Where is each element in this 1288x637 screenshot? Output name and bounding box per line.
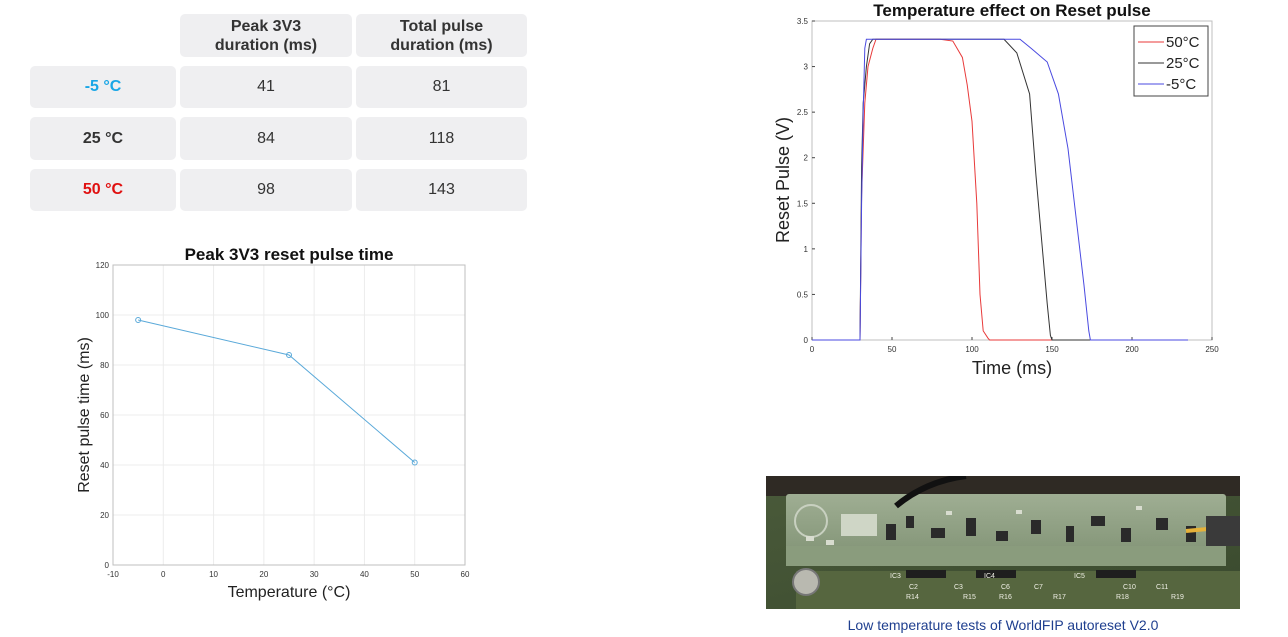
y-tick-label: 2.5 xyxy=(797,108,809,117)
y-tick-label: 60 xyxy=(100,411,109,420)
photo-caption: Low temperature tests of WorldFIP autore… xyxy=(847,617,1159,633)
y-tick-label: 80 xyxy=(100,361,109,370)
x-tick-label: 200 xyxy=(1125,345,1139,354)
header-peak-duration: Peak 3V3 duration (ms) xyxy=(180,14,352,57)
series-line xyxy=(812,38,1188,341)
silk-label: IC5 xyxy=(1074,573,1085,580)
chart-title: Temperature effect on Reset pulse xyxy=(873,1,1150,20)
legend-label: 25°C xyxy=(1166,55,1200,72)
y-tick-label: 120 xyxy=(96,261,110,270)
cell-peak-minus5: 41 xyxy=(180,66,352,108)
legend: 50°C 25°C -5°C xyxy=(1133,25,1209,97)
x-tick-label: 150 xyxy=(1045,345,1059,354)
x-tick-label: 10 xyxy=(209,570,218,579)
cell-total-minus5: 81 xyxy=(356,66,527,108)
cell-value: 143 xyxy=(428,181,455,198)
y-axis-label: Reset pulse time (ms) xyxy=(76,337,93,493)
pcb-illustration: IC3 IC4 IC5 C2 C3 C6 C7 C10 C11 R14 R15 … xyxy=(766,476,1240,609)
cell-peak-25: 84 xyxy=(180,117,352,160)
cell-total-25: 118 xyxy=(356,117,527,160)
silk-label: R19 xyxy=(1171,594,1184,601)
x-tick-label: -10 xyxy=(107,570,119,579)
x-tick-label: 50 xyxy=(888,345,897,354)
x-tick-label: 50 xyxy=(410,570,419,579)
cell-value: 118 xyxy=(428,129,455,147)
silk-label: R17 xyxy=(1053,594,1066,601)
x-tick-label: 40 xyxy=(360,570,369,579)
header-total-duration: Total pulse duration (ms) xyxy=(356,14,527,57)
chart-title: Peak 3V3 reset pulse time xyxy=(185,245,394,264)
silk-label: C3 xyxy=(954,584,963,591)
x-axis-label: Time (ms) xyxy=(972,358,1052,378)
legend-box xyxy=(1133,25,1209,97)
x-tick-label: 20 xyxy=(259,570,268,579)
silk-label: IC4 xyxy=(984,573,995,580)
data-point xyxy=(411,459,418,466)
x-tick-label: 0 xyxy=(161,570,166,579)
y-tick-label: 3 xyxy=(804,63,809,72)
x-tick-label: 250 xyxy=(1205,345,1219,354)
legend-label: -5°C xyxy=(1166,76,1196,93)
cell-peak-50: 98 xyxy=(180,169,352,211)
legend-label: 50°C xyxy=(1166,34,1200,51)
row-label-25: 25 °C xyxy=(30,117,176,160)
silk-label: R18 xyxy=(1116,594,1129,601)
x-tick-label: 30 xyxy=(310,570,319,579)
y-tick-label: 100 xyxy=(96,311,110,320)
reset-pulse-chart: 0 50 100 150 200 250 0 0.5 1 1.5 2 2.5 3 3.5 50°C 25°C… xyxy=(773,1,1219,378)
cell-total-50: 143 xyxy=(356,169,527,211)
silk-label: C10 xyxy=(1123,584,1136,591)
cell-value: 84 xyxy=(257,129,275,147)
header-peak-label: Peak 3V3 duration (ms) xyxy=(214,17,318,54)
silk-label: R15 xyxy=(963,594,976,601)
silk-label: C6 xyxy=(1001,584,1010,591)
row-label-text: 50 °C xyxy=(82,181,124,198)
cell-value: 41 xyxy=(257,78,275,95)
y-tick-label: 0 xyxy=(105,561,110,570)
y-tick-label: 1 xyxy=(804,245,809,254)
y-tick-label: 0.5 xyxy=(797,290,809,299)
x-axis-label: Temperature (°C) xyxy=(228,584,351,601)
results-table: Peak 3V3 duration (ms) Total pulse durat… xyxy=(30,14,530,214)
x-tick-label: 100 xyxy=(965,345,979,354)
silk-label: C2 xyxy=(909,584,918,591)
series-line xyxy=(812,38,1188,341)
series-line xyxy=(138,319,416,463)
y-tick-label: 1.5 xyxy=(797,199,809,208)
y-tick-label: 3.5 xyxy=(797,17,809,26)
y-tick-label: 0 xyxy=(804,336,809,345)
pcb-photo: IC3 IC4 IC5 C2 C3 C6 C7 C10 C11 R14 R15 … xyxy=(766,476,1240,609)
row-label-text: -5 °C xyxy=(84,78,122,95)
silk-label: C11 xyxy=(1156,584,1168,591)
data-point xyxy=(286,352,292,358)
header-total-label: Total pulse duration (ms) xyxy=(390,17,493,54)
row-label-text: 25 °C xyxy=(82,129,124,147)
y-axis-label: Reset Pulse (V) xyxy=(773,117,793,243)
silk-label: C7 xyxy=(1034,584,1043,591)
row-label-minus5: -5 °C xyxy=(30,66,176,108)
y-tick-label: 2 xyxy=(804,154,809,163)
y-tick-label: 20 xyxy=(100,511,109,520)
silk-label: R14 xyxy=(906,594,919,601)
x-tick-label: 60 xyxy=(461,570,470,579)
y-tick-label: 40 xyxy=(100,461,109,470)
data-point xyxy=(135,317,142,323)
silk-label: R16 xyxy=(999,594,1012,601)
silk-label: IC3 xyxy=(890,573,901,580)
x-tick-label: 0 xyxy=(810,345,815,354)
row-label-50: 50 °C xyxy=(30,169,176,211)
cell-value: 81 xyxy=(432,78,451,95)
cell-value: 98 xyxy=(257,181,275,198)
